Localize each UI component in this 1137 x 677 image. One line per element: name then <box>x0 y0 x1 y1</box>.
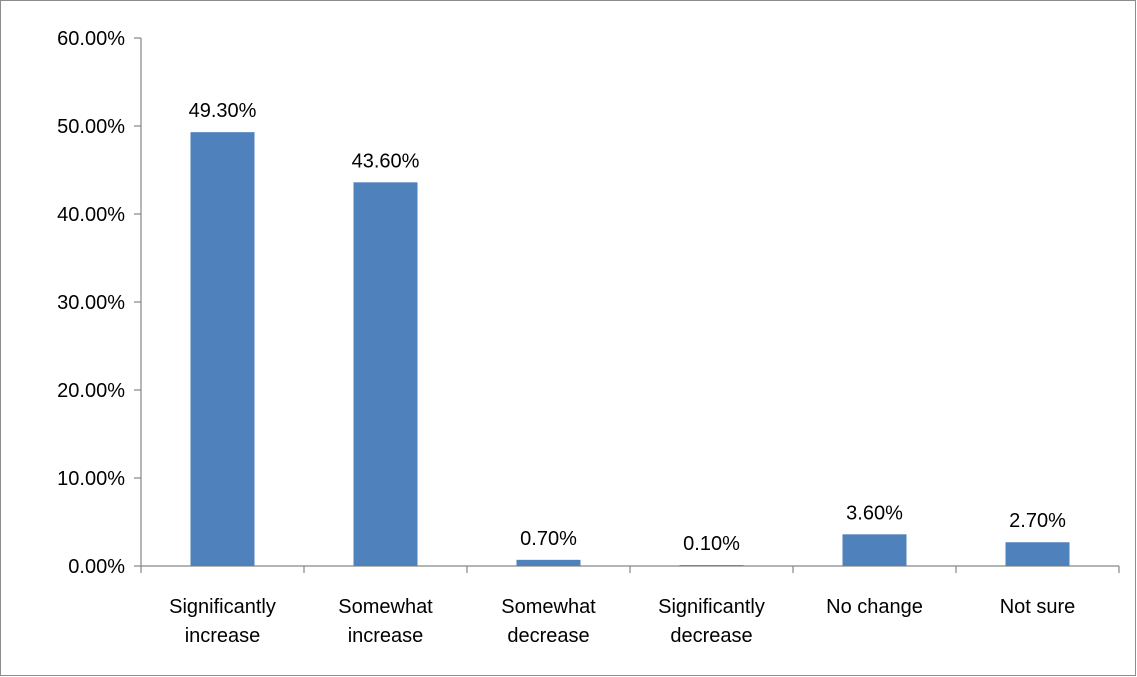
data-label: 49.30% <box>189 100 257 122</box>
data-labels: 49.30% 43.60% 0.70% 0.10% 3.60% 2.70% <box>189 100 1066 555</box>
y-tick-label: 10.00% <box>57 468 125 490</box>
y-tick-label: 20.00% <box>57 380 125 402</box>
x-axis <box>140 565 1120 573</box>
category-label: increase <box>348 625 424 647</box>
category-label: decrease <box>507 625 589 647</box>
category-label: Significantly <box>169 596 276 618</box>
data-label: 43.60% <box>352 150 420 172</box>
bar <box>353 182 418 566</box>
y-axis: 0.00% 10.00% 20.00% 30.00% 40.00% 50.00% 60.00… <box>57 28 142 578</box>
category-label: No change <box>826 596 923 618</box>
category-label: increase <box>185 625 261 647</box>
y-tick-label: 30.00% <box>57 292 125 314</box>
bar <box>842 534 907 566</box>
bar <box>190 132 255 566</box>
category-label: Somewhat <box>501 596 596 618</box>
category-label: Somewhat <box>338 596 433 618</box>
category-label: decrease <box>670 625 752 647</box>
data-label: 2.70% <box>1009 510 1066 532</box>
category-labels: Significantly increase Somewhat increase Som… <box>169 596 1075 647</box>
y-tick-label: 0.00% <box>68 556 125 578</box>
category-label: Significantly <box>658 596 765 618</box>
bars <box>190 132 1070 566</box>
y-tick-label: 40.00% <box>57 204 125 226</box>
category-label: Not sure <box>1000 596 1076 618</box>
bar <box>516 559 581 566</box>
data-label: 0.70% <box>520 528 577 550</box>
data-label: 0.10% <box>683 533 740 555</box>
y-tick-label: 50.00% <box>57 116 125 138</box>
bar <box>679 565 744 566</box>
bar <box>1005 542 1070 566</box>
data-label: 3.60% <box>846 502 903 524</box>
y-tick-label: 60.00% <box>57 28 125 50</box>
